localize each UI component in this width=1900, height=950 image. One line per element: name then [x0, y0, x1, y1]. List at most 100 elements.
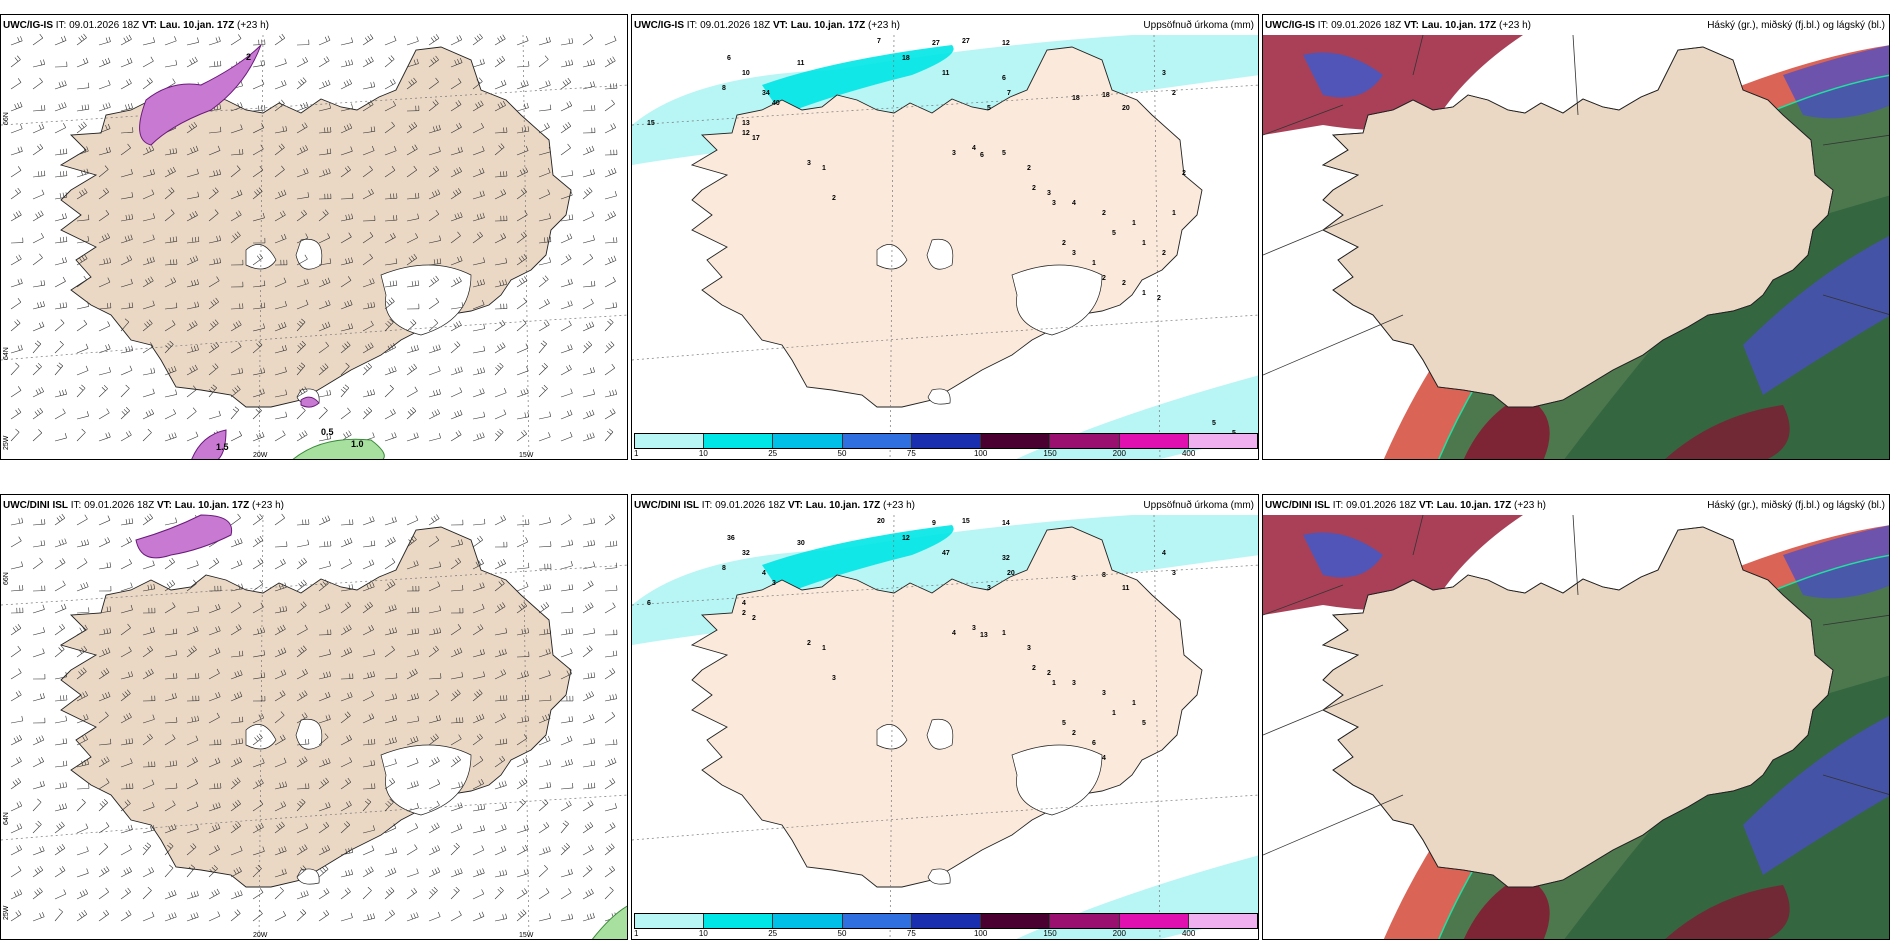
wind-barb	[230, 513, 241, 526]
wind-barb	[516, 734, 528, 746]
wind-barb	[142, 256, 155, 266]
wind-barb	[164, 320, 176, 332]
wind-barb	[208, 757, 221, 768]
wind-barb	[362, 825, 375, 834]
wind-barb	[120, 213, 134, 222]
wind-barb	[164, 302, 178, 310]
lon-label: 15W	[519, 452, 534, 459]
wind-barb	[384, 516, 397, 526]
wind-barb	[318, 389, 332, 398]
wind-barb	[582, 389, 595, 398]
wind-barb	[428, 209, 440, 222]
wind-barb	[604, 540, 618, 548]
wind-barb	[384, 146, 397, 156]
wind-barb	[120, 234, 133, 244]
wind-barb	[538, 888, 550, 900]
colorbar-tick-label: 75	[906, 929, 916, 938]
wind-barb	[450, 387, 463, 398]
wind-barb	[318, 758, 331, 768]
wind-barb	[98, 866, 110, 878]
wind-barb	[450, 341, 461, 354]
precip-value-label: 9	[932, 520, 936, 527]
wind-barb	[274, 143, 285, 156]
wind-barb	[450, 122, 462, 134]
panel-header: UWC/IG-IS IT: 09.01.2026 18Z VT: Lau. 10…	[1265, 20, 1531, 31]
wind-barb	[538, 298, 550, 310]
wind-barb	[164, 517, 178, 526]
wind-barb	[120, 143, 131, 156]
wind-barb	[494, 780, 507, 790]
wind-barb	[494, 100, 506, 112]
colorbar-swatch	[842, 434, 912, 448]
wind-barb	[604, 668, 616, 680]
wind-barb	[252, 105, 266, 112]
wind-barb	[252, 713, 265, 724]
wind-barb	[252, 165, 264, 178]
wind-barb	[516, 888, 528, 900]
wind-barb	[538, 541, 552, 548]
graticule	[632, 34, 1258, 459]
precip-value-label: 1	[1112, 710, 1116, 717]
wind-barb	[98, 187, 109, 200]
wind-barb	[582, 645, 593, 658]
precip-value-label: 5	[1112, 230, 1116, 237]
wind-barb	[362, 713, 375, 724]
wind-barb	[76, 214, 90, 222]
wind-barb	[164, 166, 176, 178]
wind-barb	[208, 668, 220, 680]
wind-barb	[384, 672, 398, 680]
wind-barb	[340, 558, 352, 570]
wind-barb	[318, 35, 331, 46]
precip-value-label: 11	[942, 70, 950, 77]
wind-barb	[472, 755, 484, 768]
wind-barb	[340, 384, 350, 398]
wind-barb	[406, 912, 419, 922]
wind-barb	[362, 278, 375, 288]
wind-barb	[340, 847, 354, 856]
wind-barb	[296, 756, 308, 768]
wind-barb	[76, 146, 89, 156]
wind-barb	[318, 909, 330, 922]
wind-barb	[76, 846, 89, 856]
wind-barb	[10, 777, 22, 790]
wind-barb	[252, 79, 265, 90]
wind-barb	[604, 35, 617, 46]
wind-barb	[340, 734, 352, 746]
wind-barb	[582, 127, 596, 134]
panel-header: UWC/DINI ISL IT: 09.01.2026 18Z VT: Lau.…	[634, 500, 915, 511]
lat-label: 25W	[3, 905, 10, 920]
wind-barb	[516, 61, 530, 68]
wind-barb	[340, 647, 353, 658]
wind-barb	[296, 122, 308, 134]
wind-barb	[472, 212, 485, 222]
wind-barb	[32, 627, 45, 636]
wind-barb	[142, 560, 155, 570]
wind-barb	[10, 254, 22, 266]
wind-barb	[208, 844, 220, 856]
wind-barb	[318, 629, 332, 636]
precip-value-label: 2	[1032, 185, 1036, 192]
wind-barb	[318, 802, 331, 812]
wind-barb	[54, 123, 66, 134]
wind-barb	[450, 539, 463, 548]
wind-barb	[604, 650, 618, 658]
wind-barb	[54, 671, 68, 680]
wind-barb	[274, 605, 288, 614]
wind-barb	[142, 886, 152, 900]
wind-barb	[428, 911, 441, 922]
wind-barb	[98, 562, 112, 570]
wind-barb	[604, 711, 616, 724]
wind-barb	[428, 673, 442, 680]
colorbar-swatch	[704, 434, 774, 448]
wind-barb	[560, 514, 572, 526]
wind-barb	[494, 886, 504, 900]
wind-barb	[450, 366, 463, 376]
wind-barb	[164, 389, 178, 398]
wind-barb	[560, 214, 574, 222]
wind-barb	[406, 757, 419, 768]
wind-barb	[450, 671, 464, 680]
wind-barb	[494, 189, 507, 200]
wind-barb	[274, 669, 287, 680]
wind-barb	[428, 99, 439, 112]
wind-barb	[164, 259, 178, 266]
